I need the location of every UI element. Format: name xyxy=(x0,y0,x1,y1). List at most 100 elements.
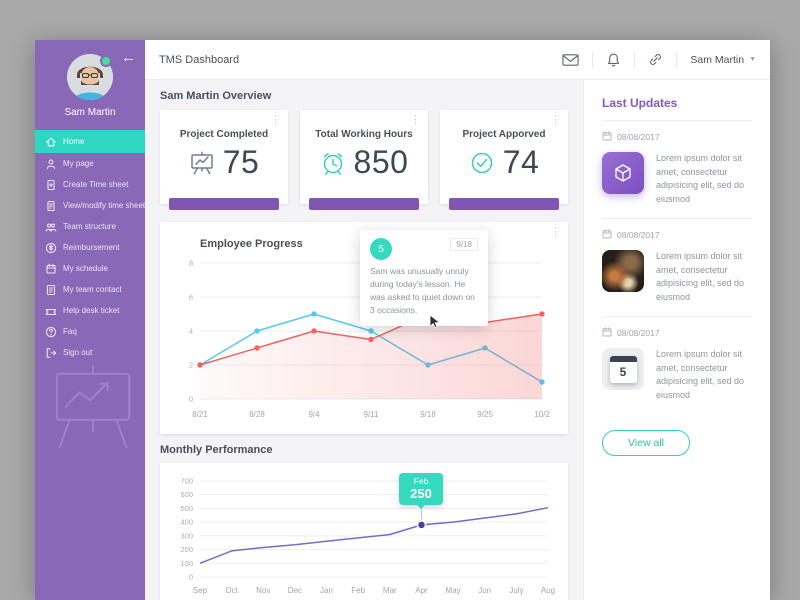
sidebar-item-my-schedule[interactable]: My schedule xyxy=(35,258,145,279)
online-status-dot xyxy=(100,55,112,67)
update-text: Lorem ipsum dolor sit amet, consectetur … xyxy=(656,251,745,302)
contacts-icon xyxy=(45,284,57,296)
sidebar-item-label: Help desk ticket xyxy=(63,306,120,315)
home-icon xyxy=(45,136,57,148)
doc-plus-icon xyxy=(45,179,57,191)
calendar-icon xyxy=(45,263,57,275)
check-circle-icon xyxy=(469,150,495,176)
sidebar-item-label: Home xyxy=(63,137,85,146)
sidebar-user-name: Sam Martin xyxy=(64,107,116,118)
tooltip-value: 250 xyxy=(410,486,432,501)
stat-card-value: 75 xyxy=(222,144,260,180)
svg-text:9/18: 9/18 xyxy=(420,410,436,419)
svg-text:Feb: Feb xyxy=(351,586,365,595)
update-date: 08/08/2017 xyxy=(617,328,660,338)
money-icon xyxy=(45,242,57,254)
stat-cards-row: ⋮ Project Completed 75 ⋮ Total Working H… xyxy=(160,110,568,210)
svg-text:Nov: Nov xyxy=(256,586,270,595)
svg-text:8: 8 xyxy=(189,259,193,268)
svg-text:400: 400 xyxy=(180,518,193,527)
easel-watermark-icon xyxy=(49,362,137,459)
stat-card-label: Project Completed xyxy=(179,129,269,140)
calendar-icon xyxy=(602,131,612,143)
bell-icon[interactable] xyxy=(606,52,621,68)
sidebar-nav: Home My page Create Time sheet View/modi… xyxy=(35,130,145,363)
sidebar-item-my-page[interactable]: My page xyxy=(35,153,145,174)
stat-card-value: 74 xyxy=(502,144,540,180)
sidebar-item-label: Reimbursement xyxy=(63,243,120,252)
tooltip-label: Feb xyxy=(413,476,429,486)
kebab-menu-icon[interactable]: ⋮ xyxy=(550,114,561,126)
svg-text:4: 4 xyxy=(189,327,193,336)
sidebar-item-help-desk-ticket[interactable]: Help desk ticket xyxy=(35,300,145,321)
sidebar-item-label: Team structure xyxy=(63,222,116,231)
last-updates-title: Last Updates xyxy=(602,96,752,121)
chart-tooltip: 5 9/18 Sam was unusually unruly during t… xyxy=(360,230,488,326)
easel-icon xyxy=(189,150,215,176)
sidebar-item-reimbursement[interactable]: Reimbursement xyxy=(35,237,145,258)
tooltip-date: 9/18 xyxy=(450,238,478,251)
kebab-menu-icon[interactable]: ⋮ xyxy=(550,226,561,238)
monthly-performance-title: Monthly Performance xyxy=(160,444,273,456)
sidebar-item-home[interactable]: Home xyxy=(35,130,145,153)
update-item[interactable]: 08/08/2017 5 Lorem ipsum dolor sit amet,… xyxy=(602,317,752,414)
sidebar-item-faq[interactable]: Faq xyxy=(35,321,145,342)
svg-text:100: 100 xyxy=(180,559,193,568)
kebab-menu-icon[interactable]: ⋮ xyxy=(270,114,281,126)
svg-text:9/25: 9/25 xyxy=(477,410,493,419)
svg-text:9/11: 9/11 xyxy=(364,410,380,419)
tooltip-value-badge: 5 xyxy=(370,238,392,260)
user-menu[interactable]: Sam Martin ▼ xyxy=(690,54,756,66)
svg-text:500: 500 xyxy=(180,504,193,513)
overview-title: Sam Martin Overview xyxy=(160,90,272,102)
header-divider xyxy=(676,51,678,68)
svg-text:300: 300 xyxy=(180,531,193,540)
sidebar-item-sign-out[interactable]: Sign out xyxy=(35,342,145,363)
stat-card-label: Total Working Hours xyxy=(315,129,413,140)
svg-text:700: 700 xyxy=(180,477,193,486)
sidebar-item-create-time-sheet[interactable]: Create Time sheet xyxy=(35,174,145,195)
ticket-icon xyxy=(45,305,57,317)
stat-card-value: 850 xyxy=(353,144,409,180)
sidebar-item-label: My schedule xyxy=(63,264,108,273)
doc-edit-icon xyxy=(45,200,57,212)
svg-text:10/2: 10/2 xyxy=(534,410,550,419)
update-date: 08/08/2017 xyxy=(617,230,660,240)
stat-card-label: Project Apporved xyxy=(462,129,546,140)
chart-tooltip: Feb 250 xyxy=(399,473,443,509)
svg-text:8/28: 8/28 xyxy=(249,410,265,419)
calendar-page-number: 5 xyxy=(619,364,627,379)
update-item[interactable]: 08/08/2017 Lorem ipsum dolor sit amet, c… xyxy=(602,121,752,219)
kebab-menu-icon[interactable]: ⋮ xyxy=(410,114,421,126)
update-item[interactable]: 08/08/2017 Lorem ipsum dolor sit amet, c… xyxy=(602,219,752,317)
svg-text:Mar: Mar xyxy=(383,586,397,595)
avatar[interactable] xyxy=(67,54,113,100)
photo-thumbnail xyxy=(602,250,644,292)
question-icon xyxy=(45,326,57,338)
team-icon xyxy=(45,221,57,233)
page-title: TMS Dashboard xyxy=(159,53,240,66)
back-arrow-icon[interactable]: ← xyxy=(121,49,136,66)
sidebar-item-view-modify-time-sheet[interactable]: View/modify time sheet xyxy=(35,195,145,216)
stat-card-project-approved: ⋮ Project Apporved 74 xyxy=(440,110,568,210)
mail-icon[interactable] xyxy=(562,53,579,67)
update-text: Lorem ipsum dolor sit amet, consectetur … xyxy=(656,153,745,204)
header-actions: Sam Martin ▼ xyxy=(562,51,756,68)
header: TMS Dashboard Sam Martin ▼ xyxy=(145,40,770,80)
sidebar: ← Sam Martin Home xyxy=(35,40,145,600)
svg-text:9/4: 9/4 xyxy=(308,410,320,419)
alarm-clock-icon xyxy=(320,150,346,176)
svg-text:8/21: 8/21 xyxy=(192,410,208,419)
sidebar-item-team-structure[interactable]: Team structure xyxy=(35,216,145,237)
update-text: Lorem ipsum dolor sit amet, consectetur … xyxy=(656,349,745,400)
view-all-button[interactable]: View all xyxy=(602,430,690,456)
svg-text:Dec: Dec xyxy=(288,586,302,595)
svg-text:Aug: Aug xyxy=(541,586,555,595)
sidebar-item-my-team-contact[interactable]: My team contact xyxy=(35,279,145,300)
svg-text:600: 600 xyxy=(180,490,193,499)
link-icon[interactable] xyxy=(648,52,663,67)
user-icon xyxy=(45,158,57,170)
svg-text:200: 200 xyxy=(180,545,193,554)
sidebar-item-label: My page xyxy=(63,159,94,168)
monthly-performance-chart[interactable]: 0 100 200 300 400 500 600 700 Sep Oct Nov Dec Jan Feb… xyxy=(170,473,560,599)
